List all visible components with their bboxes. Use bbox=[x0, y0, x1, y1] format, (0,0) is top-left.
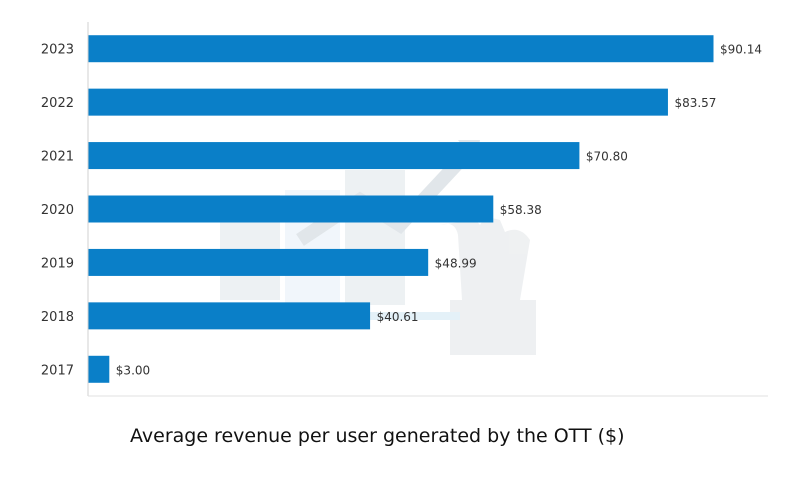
bars-group bbox=[88, 35, 714, 383]
y-tick-label: 2020 bbox=[41, 203, 74, 218]
bar-2022 bbox=[88, 88, 668, 116]
bar-chart: 2023 2022 2021 2020 2019 2018 2017 $90.14 $83.5… bbox=[41, 22, 768, 397]
data-label: $48.99 bbox=[435, 256, 477, 270]
bar-2021 bbox=[88, 142, 580, 170]
bar-2019 bbox=[88, 248, 429, 276]
bar-2017 bbox=[88, 355, 110, 383]
y-tick-label: 2023 bbox=[41, 43, 74, 58]
data-labels: $90.14 $83.57 $70.80 $58.38 $48.99 $40.61 $3.0… bbox=[116, 43, 762, 378]
bar-2020 bbox=[88, 195, 494, 223]
y-tick-label: 2019 bbox=[41, 256, 74, 271]
y-tick-label: 2022 bbox=[41, 96, 74, 111]
bar-2018 bbox=[88, 302, 371, 330]
chart-title: Average revenue per user generated by th… bbox=[130, 425, 625, 447]
data-label: $70.80 bbox=[586, 150, 628, 164]
data-label: $83.57 bbox=[674, 96, 716, 110]
data-label: $58.38 bbox=[500, 203, 542, 217]
bar-2023 bbox=[88, 35, 714, 63]
y-tick-label: 2017 bbox=[41, 363, 74, 378]
data-label: $90.14 bbox=[720, 43, 762, 57]
y-tick-label: 2021 bbox=[41, 150, 74, 165]
data-label: $40.61 bbox=[377, 310, 419, 324]
y-tick-label: 2018 bbox=[41, 310, 74, 325]
data-label: $3.00 bbox=[116, 363, 150, 377]
y-tick-labels: 2023 2022 2021 2020 2019 2018 2017 bbox=[41, 43, 74, 379]
